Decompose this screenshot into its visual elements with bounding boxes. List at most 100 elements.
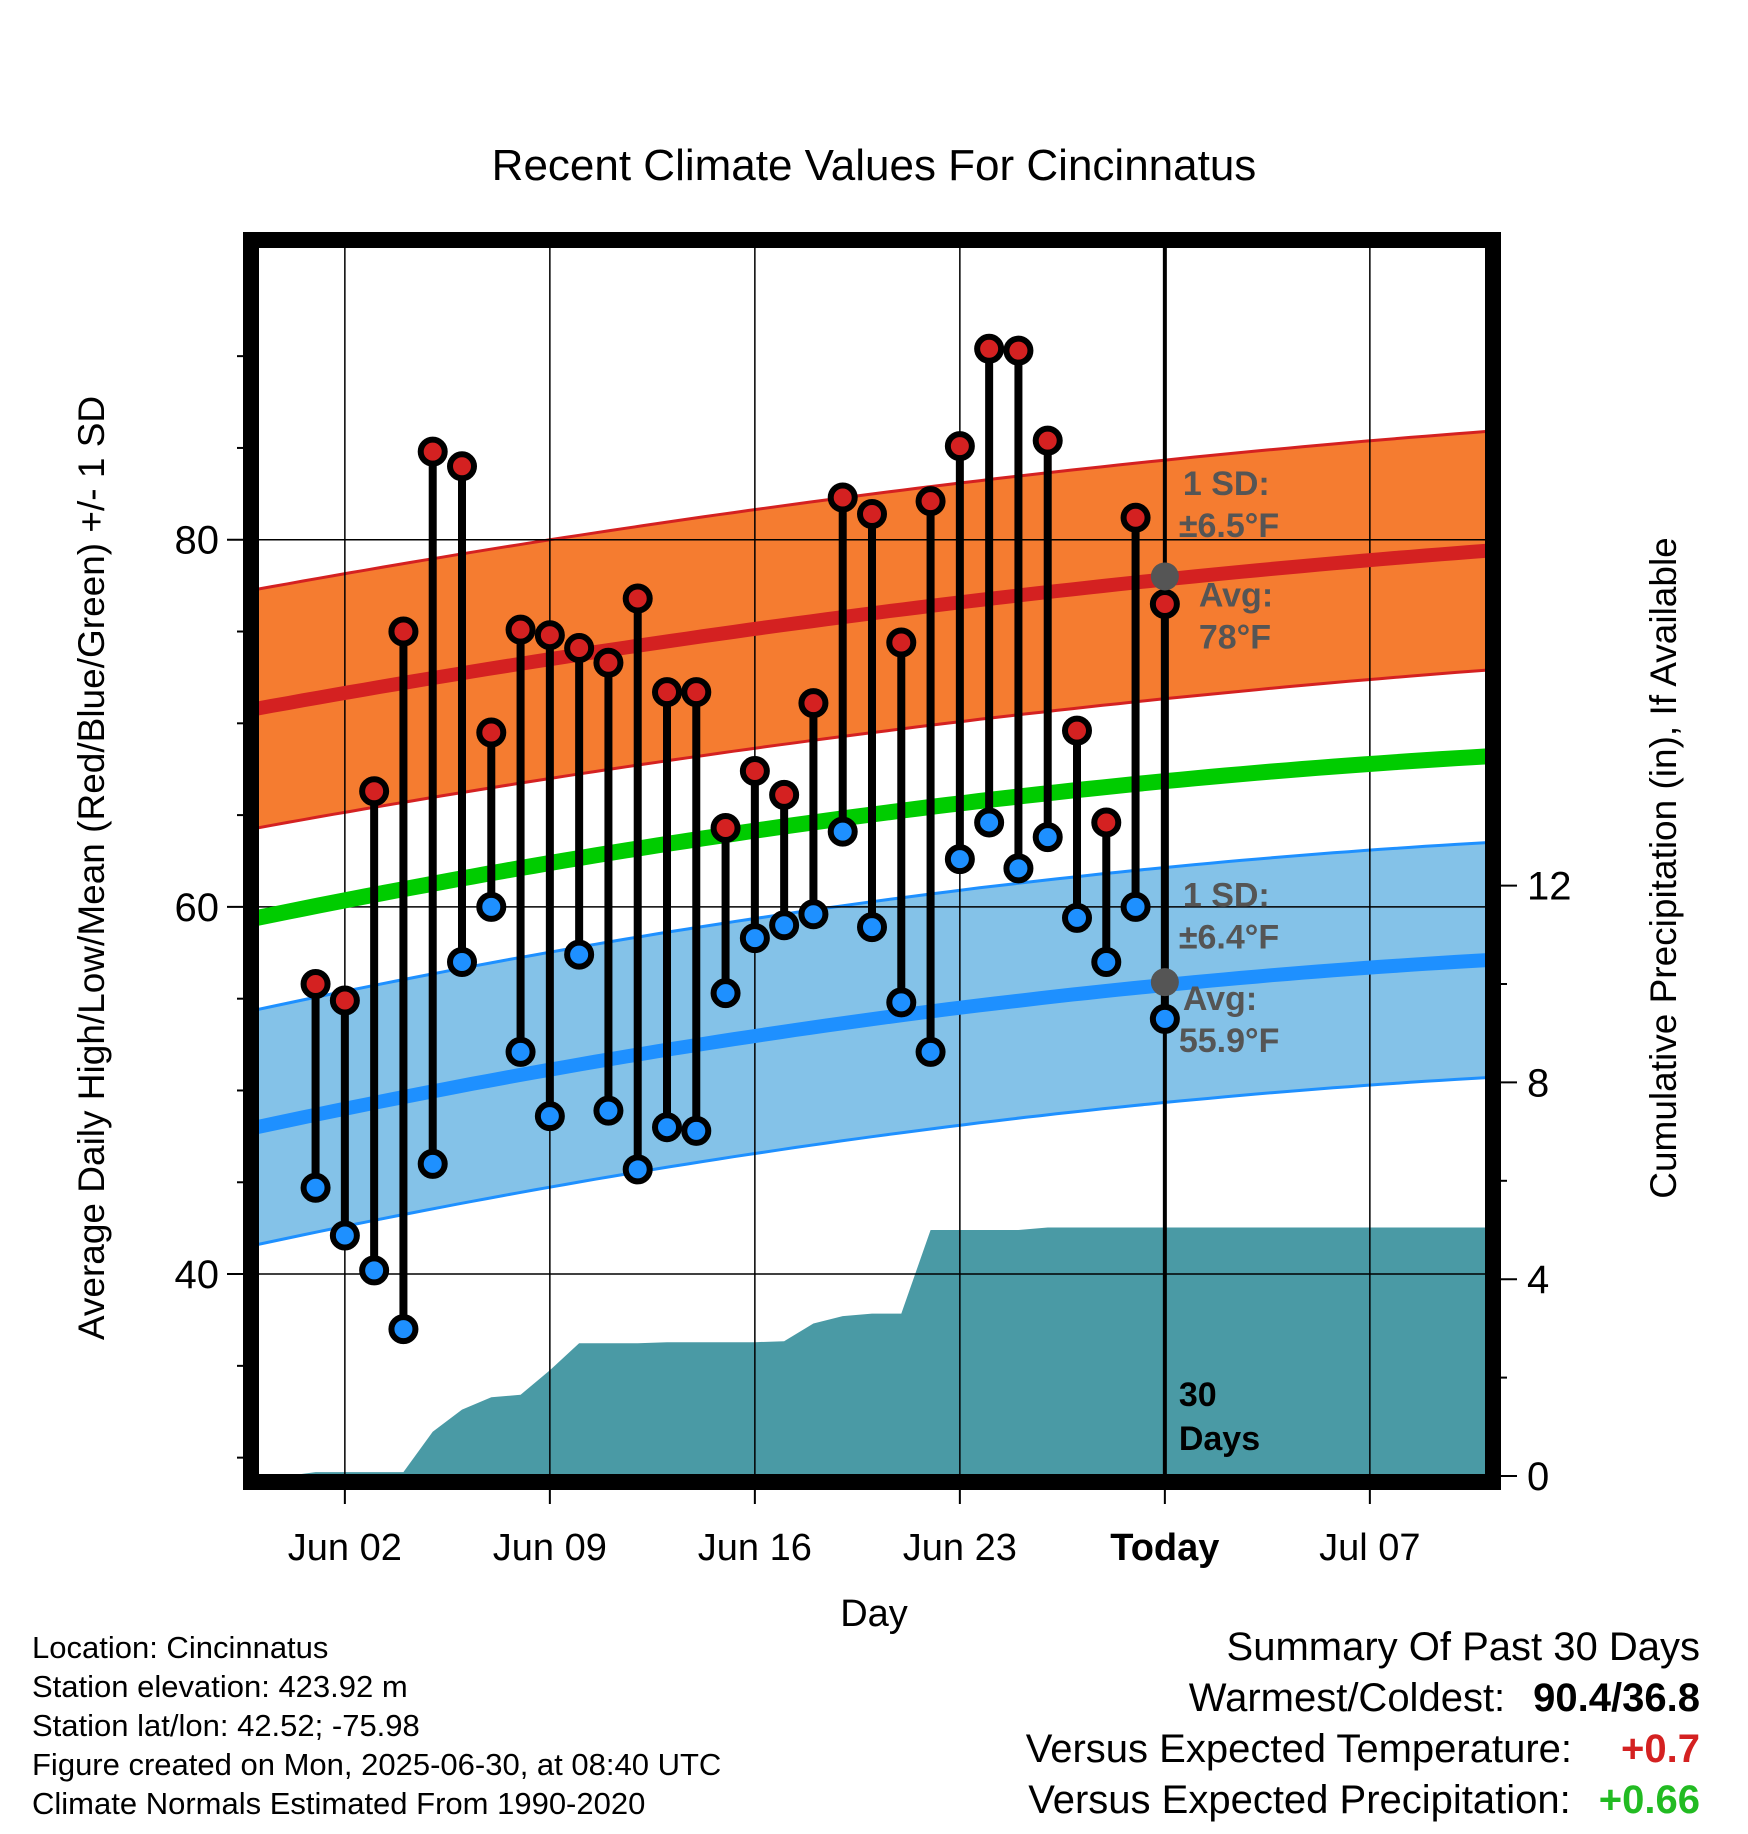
- x-tick-label: Jun 02: [288, 1527, 402, 1569]
- daily-low-point: [476, 891, 507, 922]
- daily-high-point: [710, 812, 741, 843]
- temp-anomaly-row: Versus Expected Temperature: +0.7: [1026, 1724, 1700, 1775]
- y-tick-label-left: 80: [175, 519, 220, 563]
- daily-high-point: [564, 633, 595, 664]
- low-avg-label: Avg:: [1183, 980, 1257, 1018]
- temp-anomaly-label: Versus Expected Temperature:: [1025, 1727, 1572, 1771]
- window-count-label: 30: [1179, 1376, 1217, 1414]
- y-tick-label-right: 8: [1527, 1061, 1549, 1105]
- daily-high-point: [300, 969, 331, 999]
- daily-low-point: [1032, 822, 1063, 853]
- daily-high-point: [944, 431, 975, 462]
- summary-title: Summary Of Past 30 Days: [1226, 1625, 1700, 1669]
- daily-low-point: [447, 946, 477, 977]
- daily-high-point: [681, 677, 712, 708]
- daily-low-point: [1062, 902, 1092, 933]
- precip-anomaly-label: Versus Expected Precipitation:: [1028, 1778, 1571, 1822]
- warm-cold-row: Warmest/Coldest: 90.4/36.8: [1026, 1673, 1700, 1724]
- daily-low-point: [300, 1172, 331, 1203]
- latlon-text: Station lat/lon: 42.52; -75.98: [32, 1708, 420, 1743]
- daily-low-point: [974, 807, 1005, 838]
- daily-low-point: [329, 1220, 360, 1251]
- daily-high-point: [652, 677, 682, 708]
- daily-low-point: [915, 1036, 946, 1067]
- daily-high-point: [857, 499, 887, 530]
- x-tick-label: Jun 09: [493, 1527, 607, 1569]
- high-sd-label: 1 SD:: [1183, 465, 1270, 503]
- plot-area: 1 SD: ±6.5°F Avg: 78°F 1 SD: ±6.4°F Avg: 55.9°F…: [257, 246, 1487, 1476]
- daily-high-point: [622, 583, 653, 614]
- daily-low-point: [857, 912, 887, 943]
- daily-low-point: [505, 1036, 536, 1067]
- x-axis-label: Day: [840, 1593, 908, 1635]
- y-tick-label-right: 4: [1527, 1258, 1549, 1302]
- y-tick-label-right: 12: [1527, 865, 1572, 909]
- plot-frame: [243, 232, 1501, 1490]
- daily-low-point: [710, 978, 741, 1009]
- summary-panel: Summary Of Past 30 Days Warmest/Coldest:…: [1026, 1622, 1700, 1826]
- low-sd-value: ±6.4°F: [1179, 919, 1279, 957]
- today-low-normal-marker: [1150, 968, 1179, 997]
- daily-low-point: [564, 939, 595, 970]
- y-axis-label-left: Average Daily High/Low/Mean (Red/Blue/Gr…: [71, 396, 112, 1340]
- daily-low-point: [359, 1255, 390, 1286]
- daily-high-point: [798, 688, 829, 719]
- created-text: Figure created on Mon, 2025-06-30, at 08…: [32, 1747, 722, 1782]
- y-axis-label-right: Cumulative Precipitation (in), If Availa…: [1643, 537, 1684, 1199]
- daily-high-point: [534, 620, 565, 651]
- daily-low-point: [388, 1314, 419, 1345]
- low-band-lower-edge: [257, 1076, 1487, 1247]
- daily-high-point: [359, 776, 390, 807]
- daily-high-point: [329, 985, 360, 1016]
- y-tick-label-left: 40: [175, 1253, 220, 1297]
- daily-low-point: [886, 987, 917, 1018]
- daily-low-point: [1091, 946, 1122, 977]
- warm-cold-value: 90.4/36.8: [1533, 1676, 1700, 1720]
- low-sd-label: 1 SD:: [1183, 877, 1270, 915]
- daily-high-point: [388, 616, 419, 647]
- cumulative-precip-area: [286, 1227, 1487, 1476]
- daily-high-point: [886, 627, 917, 658]
- daily-low-point: [827, 816, 858, 847]
- y-tick-label-left: 60: [175, 886, 220, 930]
- x-tick-label: Jun 16: [698, 1527, 812, 1569]
- daily-low-point: [769, 910, 800, 941]
- x-tick-label: Jul 07: [1319, 1527, 1420, 1569]
- daily-low-point: [1003, 853, 1034, 884]
- daily-low-point: [534, 1101, 565, 1132]
- daily-high-point: [769, 779, 800, 810]
- daily-high-point: [505, 614, 536, 645]
- today-high-normal-marker: [1150, 562, 1179, 591]
- plot-content: 1 SD: ±6.5°F Avg: 78°F 1 SD: ±6.4°F Avg: 55.9°F…: [257, 246, 1487, 1476]
- warm-cold-label: Warmest/Coldest:: [1188, 1676, 1506, 1720]
- daily-low-point: [417, 1148, 448, 1179]
- daily-high-point: [476, 717, 507, 748]
- daily-high-point: [915, 486, 946, 517]
- daily-low-point: [798, 899, 829, 930]
- normals-text: Climate Normals Estimated From 1990-2020: [32, 1786, 646, 1821]
- daily-low-point: [1120, 891, 1151, 922]
- daily-high-point: [974, 333, 1005, 364]
- y-tick-label-right: 0: [1527, 1455, 1549, 1499]
- low-sd-band: [257, 842, 1487, 1245]
- x-tick-label: Jun 23: [903, 1527, 1017, 1569]
- daily-low-point: [593, 1095, 624, 1126]
- daily-high-point: [1032, 425, 1063, 456]
- daily-high-point: [417, 436, 448, 467]
- location-text: Location: Cincinnatus: [32, 1630, 329, 1665]
- daily-high-point: [593, 647, 624, 678]
- window-unit-label: Days: [1179, 1420, 1260, 1458]
- precip-anomaly-row: Versus Expected Precipitation: +0.66: [1026, 1775, 1700, 1826]
- daily-high-point: [447, 451, 477, 482]
- daily-low-point: [652, 1112, 682, 1143]
- daily-low-point: [1149, 1003, 1180, 1034]
- daily-high-point: [1003, 335, 1034, 366]
- x-tick-label: Today: [1110, 1527, 1219, 1569]
- elevation-text: Station elevation: 423.92 m: [32, 1669, 408, 1704]
- high-avg-label: Avg:: [1199, 576, 1273, 614]
- daily-low-point: [681, 1115, 712, 1146]
- daily-low-point: [944, 844, 975, 875]
- normal-low-line: [257, 953, 1487, 1135]
- high-sd-value: ±6.5°F: [1179, 507, 1279, 545]
